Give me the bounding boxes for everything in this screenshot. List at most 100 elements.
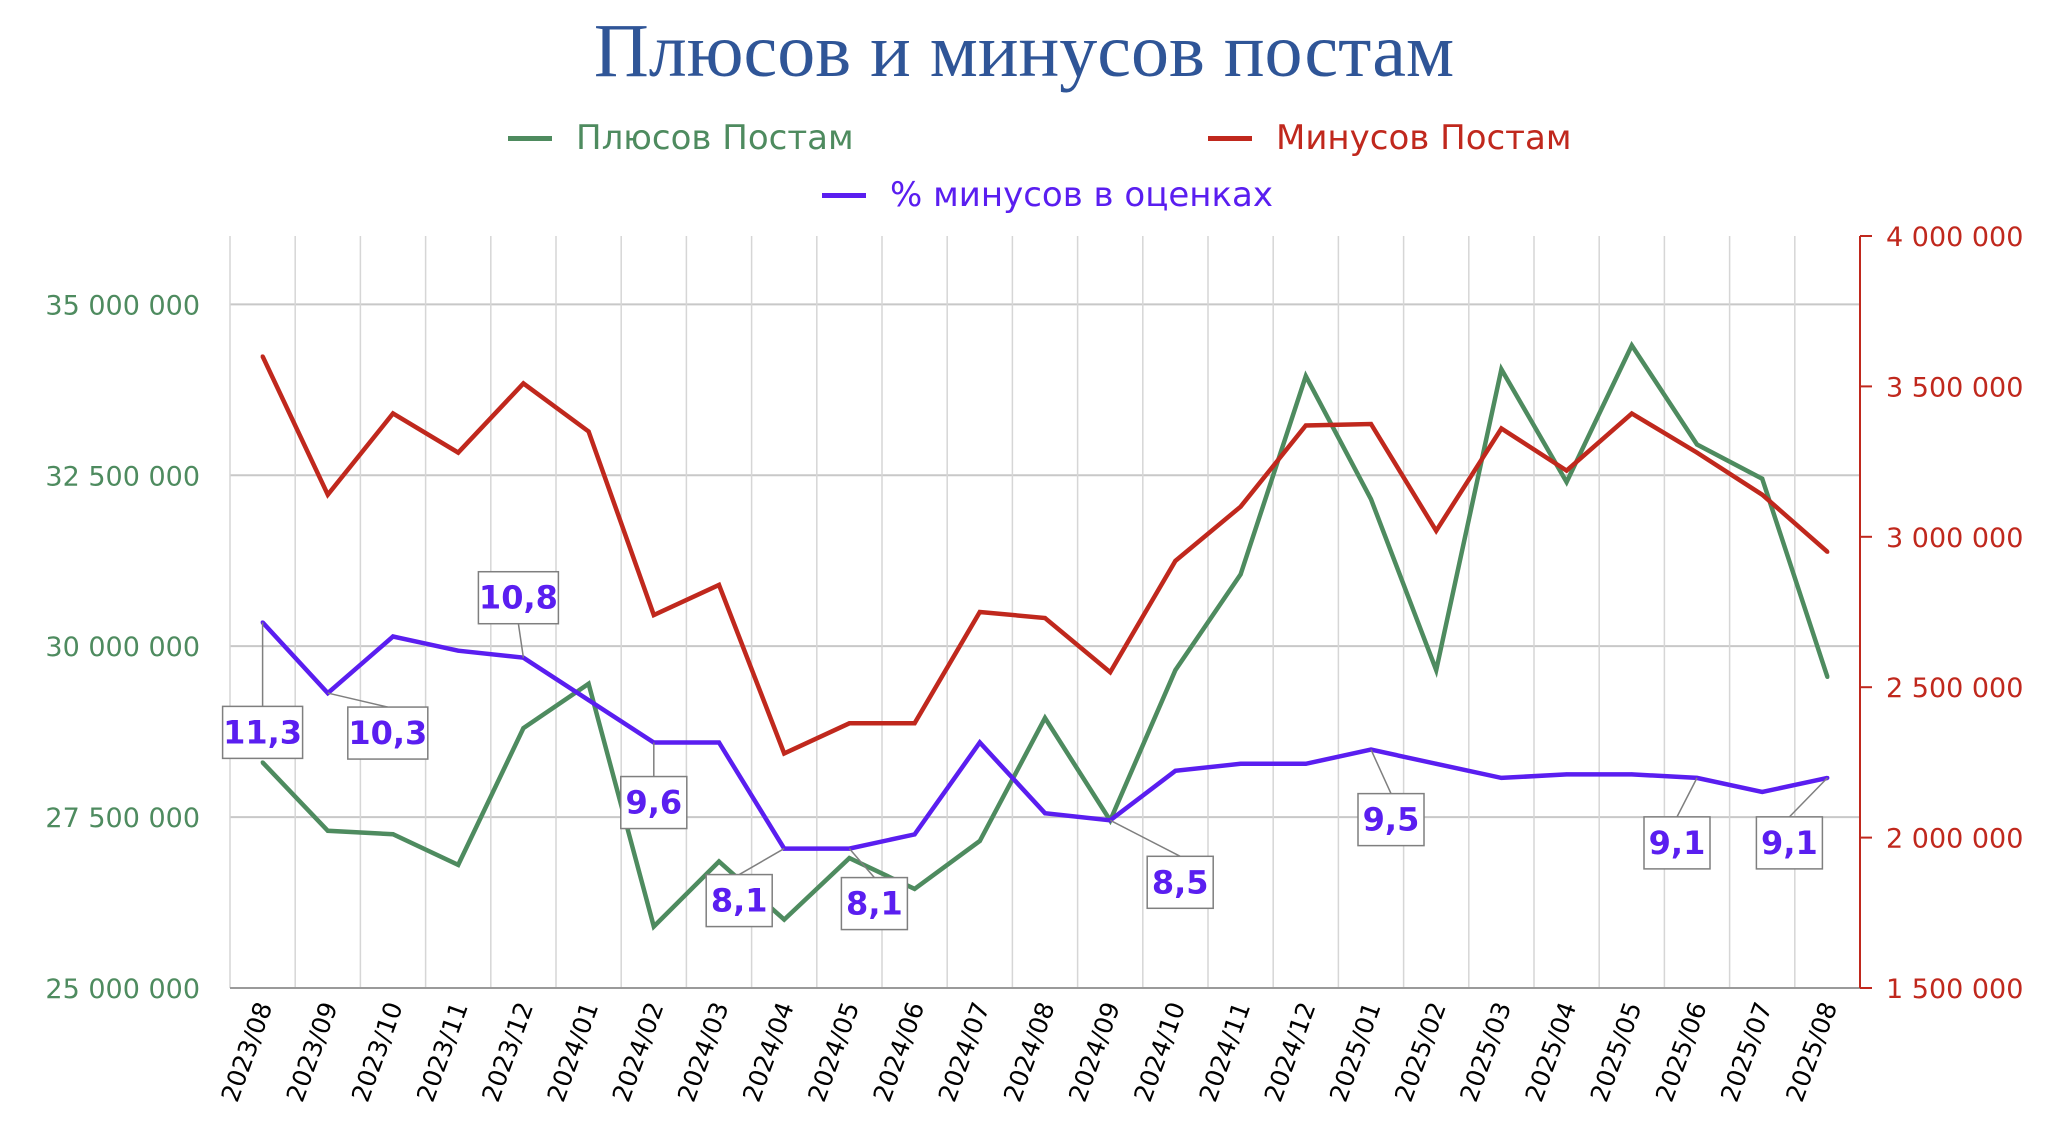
series-point-2 xyxy=(1238,761,1243,766)
series-point-1 xyxy=(977,610,982,614)
legend-item-minus: Минусов Постам xyxy=(1208,118,1571,158)
x-tick-label: 2024/04 xyxy=(737,998,800,1106)
series-point-2 xyxy=(391,634,395,639)
series-point-0 xyxy=(456,862,461,867)
x-tick-label: 2023/11 xyxy=(411,998,474,1106)
x-tick-label: 2023/12 xyxy=(476,998,539,1106)
x-tick-label: 2024/12 xyxy=(1259,998,1322,1106)
series-point-1 xyxy=(1369,422,1373,426)
series-point-2 xyxy=(1629,772,1634,777)
series-point-1 xyxy=(1695,450,1699,455)
series-point-2 xyxy=(456,648,461,653)
callout-label: 8,1 xyxy=(846,885,903,923)
x-tick-label: 2025/03 xyxy=(1454,998,1517,1106)
series-point-1 xyxy=(1108,670,1113,675)
x-tick-label: 2024/09 xyxy=(1063,998,1126,1106)
series-point-1 xyxy=(325,492,330,497)
callout-leader xyxy=(327,692,388,708)
series-point-0 xyxy=(1564,480,1569,485)
series-point-1 xyxy=(1629,411,1634,416)
series-point-1 xyxy=(782,751,787,756)
series-point-2 xyxy=(1564,772,1569,777)
series-point-2 xyxy=(1499,775,1504,780)
x-tick-label: 2023/10 xyxy=(346,998,409,1106)
series-point-2 xyxy=(912,832,917,837)
series-point-1 xyxy=(1825,549,1830,554)
series-point-0 xyxy=(1238,572,1243,577)
series-point-1 xyxy=(651,613,656,618)
series-point-0 xyxy=(586,681,591,686)
legend-item-plus: Плюсов Постам xyxy=(508,118,854,158)
series-point-0 xyxy=(1369,497,1373,502)
series-point-1 xyxy=(260,354,265,359)
series-point-1 xyxy=(1303,423,1308,428)
x-tick-label: 2024/07 xyxy=(933,998,996,1106)
y-right-tick-label: 3 500 000 xyxy=(1886,372,2023,403)
x-tick-label: 2024/06 xyxy=(867,998,930,1106)
series-point-0 xyxy=(521,726,526,731)
series-point-1 xyxy=(1760,492,1765,497)
series-point-0 xyxy=(1499,367,1504,372)
series-point-0 xyxy=(391,832,395,837)
series-point-0 xyxy=(717,859,721,864)
x-tick-label: 2025/01 xyxy=(1324,998,1387,1106)
x-tick-label: 2024/01 xyxy=(541,998,604,1106)
series-point-1 xyxy=(1173,558,1178,563)
series-point-1 xyxy=(1434,528,1439,533)
callout-box xyxy=(477,570,560,625)
callout-label: 8,5 xyxy=(1152,863,1209,901)
callout-box xyxy=(1755,816,1824,870)
series-point-2 xyxy=(977,740,982,745)
callout-box xyxy=(840,876,909,931)
callout-label: 9,5 xyxy=(1363,801,1420,839)
callout-leader xyxy=(1676,777,1698,818)
callout-box xyxy=(1146,855,1214,910)
series-point-1 xyxy=(717,582,721,587)
callout-label: 9,1 xyxy=(1761,824,1818,862)
x-tick-label: 2024/10 xyxy=(1128,998,1191,1106)
callout-label: 9,6 xyxy=(625,784,682,822)
x-tick-label: 2024/11 xyxy=(1193,998,1256,1106)
series-point-0 xyxy=(651,924,656,929)
series-point-1 xyxy=(1564,468,1569,473)
x-tick-label: 2023/08 xyxy=(215,998,278,1106)
series-point-2 xyxy=(586,698,591,703)
x-tick-label: 2024/02 xyxy=(607,998,670,1106)
series-point-2 xyxy=(1043,811,1047,816)
series-point-0 xyxy=(325,828,330,833)
series-point-1 xyxy=(847,721,852,726)
series-point-0 xyxy=(1760,476,1765,481)
callout-box xyxy=(705,873,773,928)
legend-item-pct: % минусов в оценках xyxy=(822,175,1273,215)
callout-leader xyxy=(1370,749,1392,794)
series-point-0 xyxy=(1434,668,1439,673)
series-point-1 xyxy=(1043,616,1047,621)
series-point-0 xyxy=(782,917,787,922)
callout-box xyxy=(620,775,688,830)
series-point-1 xyxy=(586,429,591,434)
callout-box xyxy=(347,706,429,760)
series-point-0 xyxy=(1825,674,1830,679)
x-tick-label: 2025/05 xyxy=(1585,998,1648,1106)
callout-leader xyxy=(738,847,785,876)
callout-leader xyxy=(1109,819,1181,857)
legend-swatch-plus xyxy=(508,135,552,141)
series-point-0 xyxy=(977,839,982,844)
x-tick-label: 2025/07 xyxy=(1715,998,1778,1106)
series-point-0 xyxy=(1629,343,1634,348)
x-tick-label: 2025/06 xyxy=(1650,998,1713,1106)
y-right-tick-label: 1 500 000 xyxy=(1886,974,2023,1005)
x-tick-label: 2024/03 xyxy=(672,998,735,1106)
callout-label: 10,3 xyxy=(348,714,427,752)
series-point-1 xyxy=(391,411,395,416)
callout-label: 10,8 xyxy=(479,579,558,617)
y-left-tick-label: 35 000 000 xyxy=(45,290,200,321)
series-point-0 xyxy=(847,856,852,861)
series-line-0 xyxy=(260,340,1830,931)
series-point-0 xyxy=(1303,374,1308,379)
callout-label: 8,1 xyxy=(711,882,768,920)
chart-title: Плюсов и минусов постам xyxy=(593,9,1455,93)
series-point-2 xyxy=(1760,790,1765,795)
legend-label-minus: Минусов Постам xyxy=(1276,118,1572,158)
callout-label: 9,1 xyxy=(1649,824,1706,862)
